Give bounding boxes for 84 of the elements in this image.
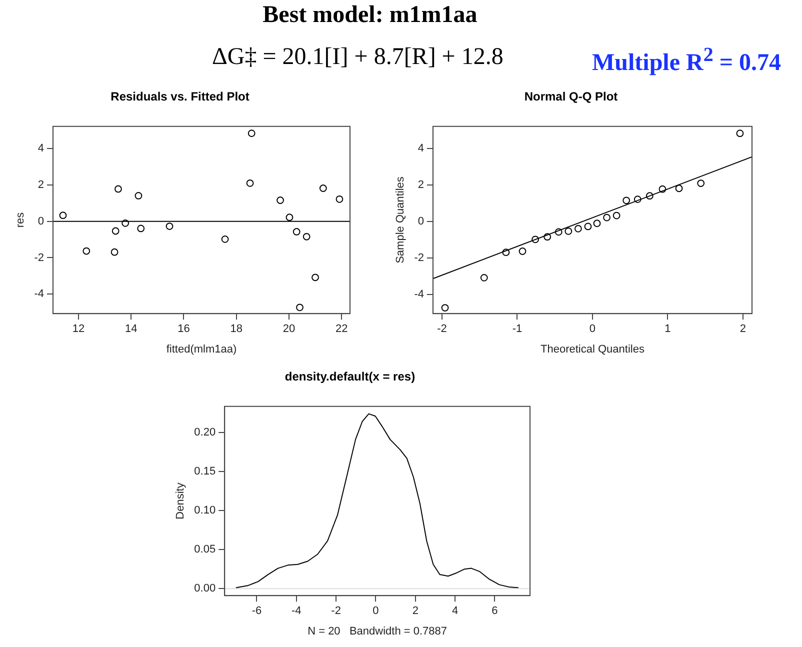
point <box>584 222 592 230</box>
point <box>675 184 683 192</box>
y-tick-label: 2 <box>38 179 44 192</box>
y-axis-title: res <box>14 212 27 228</box>
text: Best model: m1m1aa <box>262 2 478 29</box>
y-tick-label: 0.10 <box>194 504 216 517</box>
x-tick-label: -1 <box>512 323 522 336</box>
x-tick-label: 22 <box>335 323 348 336</box>
x-tick-label: 12 <box>72 323 85 336</box>
text: Multiple R$^{2}$ = 0.74 <box>592 44 782 77</box>
point <box>544 233 552 241</box>
point <box>319 184 327 192</box>
x-tick-label: -6 <box>252 605 262 618</box>
x-tick-label: -2 <box>331 605 341 618</box>
x-tick-label: 1 <box>664 323 671 336</box>
point <box>286 214 294 222</box>
point <box>441 304 449 312</box>
point <box>574 224 582 232</box>
point <box>59 212 67 220</box>
point <box>646 192 654 200</box>
y-tick-label: 2 <box>418 179 424 192</box>
point <box>248 130 256 138</box>
point <box>564 228 572 235</box>
point <box>302 232 310 240</box>
y-axis-title: Sample Quantiles <box>394 176 407 264</box>
point <box>122 219 130 227</box>
point <box>593 220 601 228</box>
x-tick-label: -2 <box>437 323 447 336</box>
y-tick-label: 0.05 <box>194 544 216 556</box>
point <box>292 228 300 236</box>
point <box>612 212 620 220</box>
point <box>336 195 344 203</box>
point <box>312 274 319 282</box>
y-tick-label: 4 <box>418 142 424 155</box>
point <box>246 179 254 187</box>
x-axis-title: Theoretical Quantiles <box>540 343 645 356</box>
chart-title: Normal Q-Q Plot <box>524 90 618 104</box>
y-axis-title: Density <box>174 482 187 520</box>
y-tick-label: 0 <box>418 216 424 228</box>
y-tick-label: -2 <box>414 252 424 264</box>
point <box>532 236 540 244</box>
x-tick-label: 14 <box>124 323 138 336</box>
y-tick-label: 0.15 <box>194 466 216 478</box>
point <box>137 224 145 232</box>
x-axis-title: N = 20 Bandwidth = 0.7887 <box>308 625 448 638</box>
point <box>603 214 610 222</box>
x-axis-title: fitted(mlm1aa) <box>166 343 237 356</box>
x-tick-label: 4 <box>452 605 458 618</box>
text: ΔG‡ = 20.1[I] + 8.7[R] + 12.8 <box>212 44 504 71</box>
y-tick-label: 0.20 <box>194 426 216 439</box>
y-tick-label: 0 <box>38 215 44 228</box>
x-tick-label: 0 <box>589 323 596 336</box>
point <box>112 227 120 235</box>
point <box>697 180 705 187</box>
point <box>134 192 142 200</box>
x-tick-label: 2 <box>740 323 746 336</box>
point <box>480 274 488 282</box>
point <box>736 130 744 138</box>
point <box>221 235 229 243</box>
x-tick-label: 20 <box>282 323 296 336</box>
x-tick-label: 18 <box>230 323 242 336</box>
point <box>502 248 510 256</box>
point <box>296 304 304 312</box>
y-tick-label: -4 <box>34 288 44 300</box>
point <box>110 248 118 256</box>
point <box>622 196 630 204</box>
chart-title: density.default(x = res) <box>284 370 416 384</box>
point <box>276 196 284 204</box>
point <box>166 222 174 230</box>
y-tick-label: 0.00 <box>194 582 216 595</box>
x-tick-label: 16 <box>178 323 190 336</box>
point <box>518 248 526 255</box>
y-tick-label: -2 <box>34 252 44 264</box>
point <box>554 228 562 236</box>
y-tick-label: 4 <box>38 142 44 155</box>
point <box>82 247 90 255</box>
x-tick-label: 0 <box>372 605 379 618</box>
x-tick-label: -4 <box>292 605 302 618</box>
point <box>114 185 122 193</box>
y-tick-label: -4 <box>414 288 424 300</box>
point <box>634 196 642 204</box>
x-tick-label: 6 <box>492 605 498 618</box>
chart-title: Residuals vs. Fitted Plot <box>110 90 250 104</box>
point <box>658 185 666 193</box>
